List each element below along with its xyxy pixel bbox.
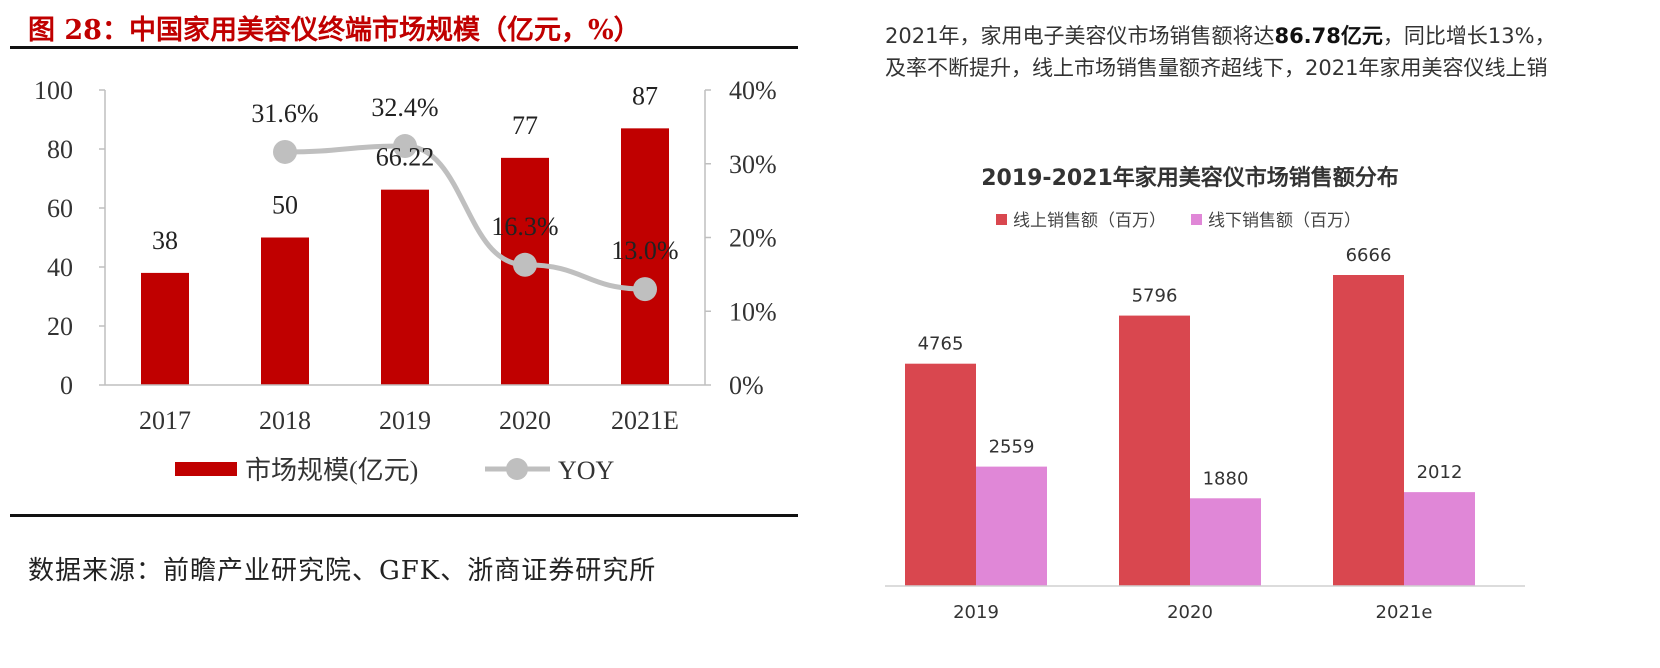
legend-label-yoy: YOY xyxy=(558,456,615,485)
bar-data-label: 87 xyxy=(632,81,658,110)
y-tick-label: 40 xyxy=(47,253,73,282)
legend-label-online: 线上销售额（百万） xyxy=(1013,211,1166,231)
yoy-point xyxy=(513,252,537,277)
bar-data-label: 50 xyxy=(272,191,298,220)
bar-online xyxy=(905,363,976,586)
bar-data-label: 38 xyxy=(152,226,178,255)
bar xyxy=(621,128,669,385)
bar-data-label: 5796 xyxy=(1132,286,1178,307)
intro-line-1-a: 2021年，家用电子美容仪市场销售额将达 xyxy=(885,24,1275,48)
y2-tick-label: 10% xyxy=(729,297,777,326)
legend-swatch-offline xyxy=(1191,214,1202,225)
intro-line-1: 2021年，家用电子美容仪市场销售额将达86.78亿元，同比增长13%， xyxy=(885,20,1556,50)
bar-data-label: 2559 xyxy=(989,437,1035,458)
x-tick-label: 2017 xyxy=(139,406,191,435)
bar-data-label: 6666 xyxy=(1346,245,1392,266)
y-tick-label: 80 xyxy=(47,135,73,164)
y2-tick-label: 40% xyxy=(729,76,777,105)
figure-title: 图 28：中国家用美容仪终端市场规模（亿元，%） xyxy=(28,15,641,46)
bar xyxy=(381,189,429,385)
legend-swatch-market-size xyxy=(175,462,237,476)
bar-online xyxy=(1333,275,1404,586)
source-note: 数据来源：前瞻产业研究院、GFK、浙商证券研究所 xyxy=(28,556,657,586)
left-figure-panel: 图 28：中国家用美容仪终端市场规模（亿元，%） 38 50 66.22 77 87 31… xyxy=(10,15,798,586)
bar-offline xyxy=(976,466,1047,586)
bar-data-label: 4765 xyxy=(918,334,964,355)
sales-distribution-chart: 2019-2021年家用美容仪市场销售额分布 线上销售额（百万） 线下销售额（百万… xyxy=(885,165,1525,623)
bar-data-label: 77 xyxy=(512,111,538,140)
yoy-point xyxy=(393,134,417,159)
y-tick-label: 100 xyxy=(34,76,73,105)
bar-data-label: 1880 xyxy=(1203,468,1249,489)
x-tick-label: 2021E xyxy=(611,406,679,435)
yoy-series-line xyxy=(284,143,646,292)
yoy-point xyxy=(273,139,297,164)
yoy-point xyxy=(633,277,657,302)
intro-line-1-bold: 86.78亿元 xyxy=(1274,24,1383,48)
yoy-data-label: 31.6% xyxy=(251,99,318,128)
bar-offline xyxy=(1404,492,1475,586)
y-tick-label: 60 xyxy=(47,194,73,223)
y-tick-label: 0 xyxy=(60,371,73,400)
x-tick-label: 2020 xyxy=(499,406,551,435)
bar-data-label: 2012 xyxy=(1417,462,1463,483)
legend-label-offline: 线下销售额（百万） xyxy=(1208,211,1361,231)
source-rule xyxy=(10,514,798,517)
bar-offline xyxy=(1190,498,1261,586)
market-size-chart: 38 50 66.22 77 87 31.6% 32.4% 16.3% 13.0% 0 20 40 6… xyxy=(34,76,777,485)
bar xyxy=(141,272,189,385)
legend-marker-yoy xyxy=(506,458,528,480)
y2-tick-label: 30% xyxy=(729,150,777,179)
bar xyxy=(261,237,309,385)
x-tick-label: 2019 xyxy=(379,406,431,435)
y2-tick-label: 0% xyxy=(729,371,764,400)
y2-tick-label: 20% xyxy=(729,224,777,253)
x-tick-label: 2020 xyxy=(1167,602,1213,623)
intro-line-2: 及率不断提升，线上市场销售量额齐超线下，2021年家用美容仪线上销 xyxy=(885,56,1548,80)
x-tick-label: 2018 xyxy=(259,406,311,435)
legend-label-market-size: 市场规模(亿元) xyxy=(245,456,418,485)
bar-data-label: 66.22 xyxy=(376,143,435,172)
yoy-data-label: 16.3% xyxy=(491,212,558,241)
intro-line-1-b: ，同比增长13%， xyxy=(1382,24,1556,48)
bar-online xyxy=(1119,315,1190,586)
yoy-data-label: 32.4% xyxy=(371,93,438,122)
chart-title: 2019-2021年家用美容仪市场销售额分布 xyxy=(981,165,1399,191)
title-rule xyxy=(10,46,798,49)
legend-swatch-online xyxy=(996,214,1007,225)
yoy-data-label: 13.0% xyxy=(611,236,678,265)
x-tick-label: 2021e xyxy=(1376,602,1433,623)
x-tick-label: 2019 xyxy=(953,602,999,623)
y-tick-label: 20 xyxy=(47,312,73,341)
right-figure-panel: 2021年，家用电子美容仪市场销售额将达86.78亿元，同比增长13%， 及率不… xyxy=(885,0,1660,668)
